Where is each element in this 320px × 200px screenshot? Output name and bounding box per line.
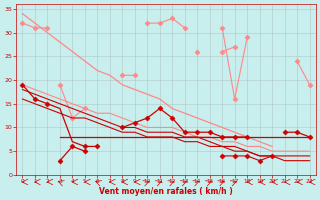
X-axis label: Vent moyen/en rafales ( km/h ): Vent moyen/en rafales ( km/h ) [99, 187, 233, 196]
